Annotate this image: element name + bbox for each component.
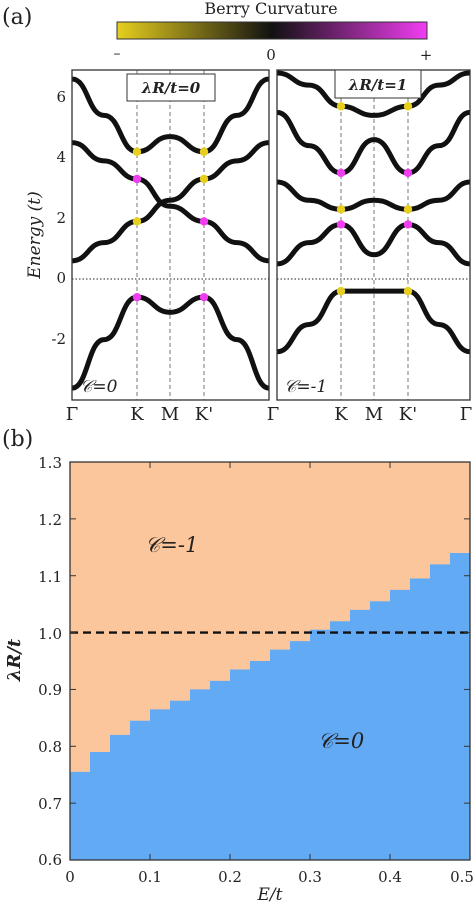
left-band-2 — [72, 140, 269, 264]
phase-diagram: 𝒞=-1 𝒞=0 — [69, 461, 471, 861]
lambda-ticks: 1.3 1.2 1.1 1.0 0.9 0.8 0.7 0.6 — [38, 454, 62, 869]
right-band-0-berry-4 — [403, 102, 413, 111]
left-band-3-berry-2 — [132, 292, 142, 302]
left-band-1-berry-2 — [132, 174, 142, 184]
right-band-4-berry-2 — [336, 286, 346, 296]
left-band-0 — [72, 76, 269, 155]
lambda-tick-1.1: 1.1 — [38, 568, 62, 586]
colorbar-max-label: + — [420, 46, 433, 64]
band-panel-left-title-box — [126, 73, 216, 102]
right-band-2 — [277, 179, 470, 212]
e-tick-0.5: 0.5 — [450, 868, 474, 886]
region-lower-label: 𝒞=0 — [318, 729, 364, 753]
energy-x-ticks: 0 0.1 0.2 0.3 0.4 0.5 — [65, 868, 474, 886]
band-panel-left-title: λR/t=0 — [141, 79, 201, 97]
left-band-3 — [72, 294, 269, 391]
k-tick-gamma-right: Γ — [460, 404, 473, 425]
e-tick-0: 0 — [65, 868, 75, 886]
e-tick-0.2: 0.2 — [218, 868, 242, 886]
k-tick-K-left: K — [130, 404, 144, 425]
right-band-2-berry-4 — [403, 205, 413, 214]
right-band-2-berry-2 — [336, 205, 346, 214]
k-tick-gamma-mid: Γ — [267, 404, 280, 425]
region-upper-label: 𝒞=-1 — [145, 533, 198, 557]
lambda-tick-1.3: 1.3 — [38, 454, 62, 472]
right-band-4-berry-4 — [403, 286, 413, 296]
phase-xlabel: E/t — [257, 885, 283, 902]
left-band-2-berry-4 — [199, 174, 209, 184]
right-band-3-berry-2 — [336, 220, 346, 229]
energy-tick-4: 4 — [56, 148, 66, 166]
k-ticks: Γ K M K' Γ K M K' Γ — [66, 404, 473, 425]
right-band-0 — [277, 70, 470, 118]
colorbar-title: Berry Curvature — [204, 0, 337, 18]
right-band-1-berry-4 — [403, 168, 413, 178]
e-tick-0.4: 0.4 — [378, 868, 402, 886]
phase-diagram-frame — [69, 461, 471, 861]
left-band-1-berry-4 — [199, 217, 209, 226]
colorbar — [116, 21, 428, 40]
right-band-1-berry-2 — [336, 168, 346, 178]
right-band-3 — [277, 221, 470, 267]
left-band-3-berry-4 — [199, 292, 209, 302]
energy-tick-6: 6 — [56, 88, 66, 106]
energy-axis-label: Energy (t) — [25, 191, 45, 280]
k-tick-Kp-right: K' — [399, 404, 417, 425]
right-band-1 — [277, 109, 470, 176]
chern-label-left: 𝒞=0 — [80, 377, 118, 397]
band-grid-right — [277, 70, 470, 400]
left-band-2-berry-2 — [132, 217, 142, 226]
lambda-tick-0.7: 0.7 — [38, 795, 62, 813]
phase-ylabel: λR/t — [4, 638, 25, 682]
band-panel-left: λR/t=0 𝒞=0 — [71, 69, 270, 401]
energy-tick-minus2: -2 — [51, 330, 66, 348]
e-tick-0.1: 0.1 — [138, 868, 162, 886]
band-panel-left-frame — [71, 69, 270, 401]
bands-left — [72, 76, 269, 391]
energy-ticks: 6 4 2 0 -2 — [51, 88, 66, 348]
band-panel-right: λR/t=1 𝒞=-1 — [276, 69, 471, 401]
phase-ticks — [69, 461, 471, 861]
colorbar-min-label: – — [114, 46, 121, 62]
band-panel-right-title-box — [334, 69, 422, 99]
lambda-tick-0.8: 0.8 — [38, 738, 62, 756]
right-band-0-berry-2 — [336, 102, 346, 111]
bands-right — [277, 70, 470, 355]
k-tick-M-left: M — [161, 404, 179, 425]
k-tick-Kp-left: K' — [195, 404, 213, 425]
lambda-tick-0.9: 0.9 — [38, 681, 62, 699]
region-lower — [70, 547, 470, 860]
k-tick-gamma-left: Γ — [66, 404, 79, 425]
right-band-4 — [277, 288, 470, 355]
left-band-1 — [72, 140, 269, 264]
panel-a-label: (a) — [2, 5, 32, 30]
k-tick-K-right: K — [334, 404, 348, 425]
panel-b-label: (b) — [2, 427, 33, 452]
k-tick-M-right: M — [365, 404, 383, 425]
left-band-0-berry-2 — [132, 147, 142, 156]
right-band-3-berry-4 — [403, 220, 413, 229]
energy-tick-0: 0 — [56, 269, 66, 287]
band-grid-left — [72, 70, 269, 400]
band-panel-right-frame — [276, 69, 471, 401]
e-tick-0.3: 0.3 — [298, 868, 322, 886]
lambda-tick-1.2: 1.2 — [38, 511, 62, 529]
left-band-0-berry-4 — [199, 147, 209, 156]
energy-tick-2: 2 — [56, 209, 66, 227]
colorbar-zero-label: 0 — [266, 46, 276, 64]
lambda-tick-0.6: 0.6 — [38, 851, 62, 869]
band-panel-right-title: λR/t=1 — [348, 76, 407, 94]
lambda-tick-1.0: 1.0 — [38, 625, 62, 643]
chern-label-right: 𝒞=-1 — [284, 377, 327, 397]
